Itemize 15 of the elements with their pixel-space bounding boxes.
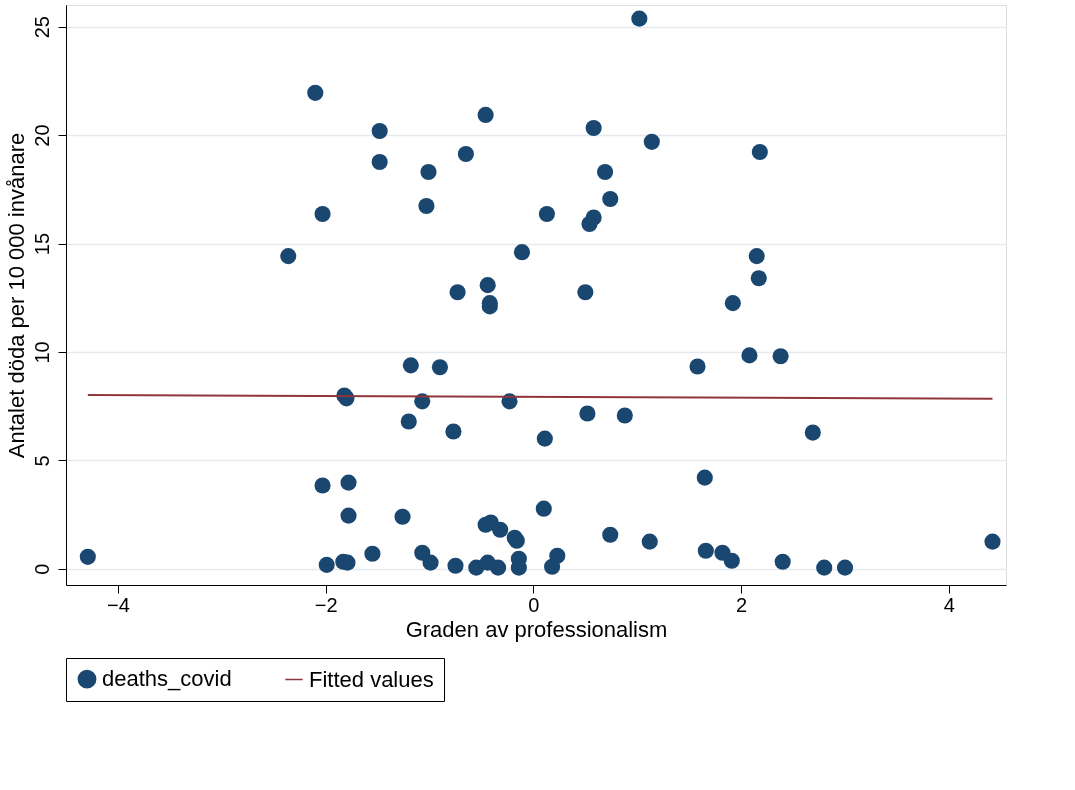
y-tick-label: 15 — [30, 232, 53, 256]
y-tick-label: 10 — [30, 341, 53, 364]
x-tick-label: 2 — [736, 593, 748, 616]
legend-label: deaths_covid — [102, 666, 232, 692]
x-tick-label: 4 — [943, 593, 955, 616]
x-tick-label: −2 — [314, 593, 338, 616]
x-axis-title: Graden av professionalism — [405, 616, 668, 642]
y-tick-label: 20 — [30, 124, 53, 147]
x-tick-label: −4 — [107, 593, 130, 616]
x-tick-label: 0 — [528, 593, 540, 616]
y-tick-label: 25 — [30, 16, 53, 39]
y-tick-label: 0 — [30, 563, 53, 575]
legend-label: Fitted values — [309, 666, 434, 692]
y-tick-label: 5 — [30, 455, 53, 467]
y-axis-title: Antalet döda per 10 000 invånare — [3, 132, 29, 459]
